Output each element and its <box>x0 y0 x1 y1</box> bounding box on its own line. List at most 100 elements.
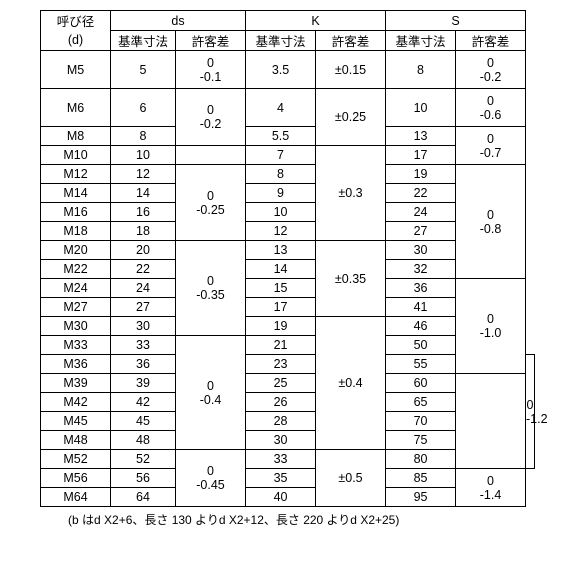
cell-k-tol: ±0.15 <box>316 51 386 89</box>
table-row: M6 6 0 -0.2 4 ±0.25 10 0 -0.6 <box>41 89 535 127</box>
cell-ds: 22 <box>111 260 176 279</box>
cell-ds: 8 <box>111 127 176 146</box>
cell-s: 10 <box>386 89 456 127</box>
cell-d: M12 <box>41 165 111 184</box>
cell-s-tol: 0 -1.4 <box>456 469 526 507</box>
cell-ds: 12 <box>111 165 176 184</box>
spec-table: 呼び径 ds K S (d) 基準寸法 許客差 基準寸法 許客差 基準寸法 許客… <box>40 10 535 507</box>
cell-ds: 10 <box>111 146 176 165</box>
cell-d: M8 <box>41 127 111 146</box>
col-s-tol: 許客差 <box>456 31 526 51</box>
cell-d: M20 <box>41 241 111 260</box>
cell-k: 25 <box>246 374 316 393</box>
cell-d: M33 <box>41 336 111 355</box>
cell-ds: 6 <box>111 89 176 127</box>
cell-d: M48 <box>41 431 111 450</box>
cell-ds: 16 <box>111 203 176 222</box>
col-k-std: 基準寸法 <box>246 31 316 51</box>
cell-ds: 45 <box>111 412 176 431</box>
col-d-head-bot: (d) <box>41 31 111 51</box>
cell-ds: 24 <box>111 279 176 298</box>
cell-k: 15 <box>246 279 316 298</box>
cell-k: 5.5 <box>246 127 316 146</box>
col-k-head: K <box>246 11 386 31</box>
cell-s-tol: 0 -0.8 <box>456 165 526 279</box>
cell-d: M6 <box>41 89 111 127</box>
cell-s: 50 <box>386 336 456 355</box>
cell-ds: 14 <box>111 184 176 203</box>
cell-k: 12 <box>246 222 316 241</box>
cell-d: M5 <box>41 51 111 89</box>
cell-ds: 20 <box>111 241 176 260</box>
cell-d: M16 <box>41 203 111 222</box>
cell-ds: 56 <box>111 469 176 488</box>
cell-k: 23 <box>246 355 316 374</box>
cell-ds-tol: 0 -0.2 <box>176 89 246 146</box>
col-k-tol: 許客差 <box>316 31 386 51</box>
cell-d: M22 <box>41 260 111 279</box>
cell-d: M36 <box>41 355 111 374</box>
cell-k: 40 <box>246 488 316 507</box>
cell-s-tol: 0 -0.6 <box>456 89 526 127</box>
cell-ds: 64 <box>111 488 176 507</box>
cell-k: 10 <box>246 203 316 222</box>
table-row: M12 12 0 -0.25 8 19 0 -0.8 <box>41 165 535 184</box>
cell-ds: 33 <box>111 336 176 355</box>
col-s-head: S <box>386 11 526 31</box>
col-s-std: 基準寸法 <box>386 31 456 51</box>
cell-d: M45 <box>41 412 111 431</box>
cell-d: M14 <box>41 184 111 203</box>
cell-k: 4 <box>246 89 316 127</box>
cell-k: 7 <box>246 146 316 165</box>
col-ds-tol: 許客差 <box>176 31 246 51</box>
cell-ds: 27 <box>111 298 176 317</box>
cell-s: 55 <box>386 355 456 374</box>
cell-ds-tol: 0 -0.35 <box>176 241 246 336</box>
cell-k: 19 <box>246 317 316 336</box>
cell-ds-tol: 0 -0.25 <box>176 165 246 241</box>
cell-k-tol: ±0.4 <box>316 317 386 450</box>
cell-s: 13 <box>386 127 456 146</box>
col-ds-head: ds <box>111 11 246 31</box>
table-row: M5 5 0 -0.1 3.5 ±0.15 8 0 -0.2 <box>41 51 535 89</box>
cell-d: M27 <box>41 298 111 317</box>
cell-ds: 36 <box>111 355 176 374</box>
cell-k: 8 <box>246 165 316 184</box>
table-row: M52 52 0 -0.45 33 ±0.5 80 <box>41 450 535 469</box>
cell-s: 32 <box>386 260 456 279</box>
cell-s: 22 <box>386 184 456 203</box>
cell-s: 36 <box>386 279 456 298</box>
cell-ds: 52 <box>111 450 176 469</box>
cell-s: 27 <box>386 222 456 241</box>
cell-ds-tol: 0 -0.45 <box>176 450 246 507</box>
cell-d: M42 <box>41 393 111 412</box>
cell-s-tol: 0 -0.2 <box>456 51 526 89</box>
cell-ds: 30 <box>111 317 176 336</box>
cell-d: M18 <box>41 222 111 241</box>
cell-ds-tol <box>176 146 246 165</box>
cell-ds: 48 <box>111 431 176 450</box>
cell-d: M52 <box>41 450 111 469</box>
cell-s: 70 <box>386 412 456 431</box>
table-row: M24 24 15 36 0 -1.0 <box>41 279 535 298</box>
cell-ds: 39 <box>111 374 176 393</box>
cell-ds: 42 <box>111 393 176 412</box>
table-row: M48 48 30 75 <box>41 431 535 450</box>
cell-d: M56 <box>41 469 111 488</box>
cell-k-tol: ±0.3 <box>316 146 386 241</box>
cell-k-tol: ±0.35 <box>316 241 386 317</box>
cell-s: 41 <box>386 298 456 317</box>
cell-k: 9 <box>246 184 316 203</box>
cell-d: M24 <box>41 279 111 298</box>
cell-s: 80 <box>386 450 456 469</box>
cell-k: 33 <box>246 450 316 469</box>
cell-s: 24 <box>386 203 456 222</box>
cell-k: 17 <box>246 298 316 317</box>
cell-k: 21 <box>246 336 316 355</box>
cell-k: 3.5 <box>246 51 316 89</box>
cell-s-tol: 0 -1.0 <box>456 279 526 374</box>
cell-s: 8 <box>386 51 456 89</box>
cell-d: M30 <box>41 317 111 336</box>
footnote: (b はd X2+6、長さ 130 よりd X2+12、長さ 220 よりd X… <box>40 507 556 528</box>
cell-s: 46 <box>386 317 456 336</box>
